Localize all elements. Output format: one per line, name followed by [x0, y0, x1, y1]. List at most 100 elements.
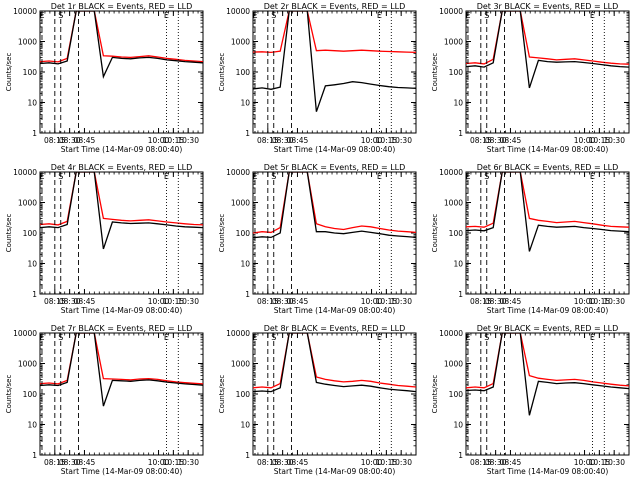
- chart-panel-6: Det 6r BLACK = Events, RED = LLD 1 10 100 10…: [431, 163, 630, 315]
- y-tick-label: 10000: [13, 168, 37, 177]
- marker-label: E: [252, 172, 257, 181]
- y-tick-label: 1: [458, 451, 463, 460]
- y-tick-label: 1000: [444, 38, 463, 47]
- x-tick-label: 10:00: [148, 458, 170, 467]
- x-tick-label: 08:30: [485, 458, 507, 467]
- chart-panel-3: Det 3r BLACK = Events, RED = LLD 1 10 100 10…: [431, 2, 630, 154]
- series-line-black: [466, 333, 629, 416]
- marker-label: E: [590, 11, 595, 20]
- chart-panel-4: Det 4r BLACK = Events, RED = LLD 1 10 100 10…: [5, 163, 204, 315]
- y-tick-label: 1000: [18, 38, 37, 47]
- y-tick-label: 100: [236, 229, 251, 238]
- series-line-red: [253, 11, 416, 54]
- chart-title: Det 9r BLACK = Events, RED = LLD: [477, 324, 619, 333]
- x-tick-label: 10:15: [376, 458, 398, 467]
- marker-label: S: [58, 333, 63, 342]
- y-tick-label: 10000: [13, 329, 37, 338]
- y-axis-label: Counts/sec: [431, 375, 439, 414]
- x-tick-label: 10:30: [603, 136, 625, 145]
- y-tick-label: 1000: [231, 38, 250, 47]
- x-tick-label: 10:30: [177, 458, 199, 467]
- chart-panel-8: Det 8r BLACK = Events, RED = LLD 1 10 100 10…: [218, 324, 417, 476]
- x-tick-label: 10:15: [589, 297, 611, 306]
- marker-label: E: [377, 172, 382, 181]
- marker-label: E: [377, 333, 382, 342]
- x-tick-label: 10:00: [361, 136, 383, 145]
- y-tick-label: 1: [32, 290, 37, 299]
- y-tick-label: 10000: [226, 168, 250, 177]
- x-tick-label: 08:15: [470, 136, 492, 145]
- x-tick-label: 08:30: [59, 297, 81, 306]
- x-axis-label: Start Time (14-Mar-09 08:00:40): [274, 145, 396, 154]
- chart-panel-5: Det 5r BLACK = Events, RED = LLD 1 10 100 10…: [218, 163, 417, 315]
- x-tick-label: 08:15: [257, 136, 279, 145]
- x-tick-label: 08:30: [272, 136, 294, 145]
- y-axis-label: Counts/sec: [218, 214, 226, 253]
- y-tick-label: 10: [453, 99, 463, 108]
- y-tick-label: 10: [240, 421, 250, 430]
- chart-title: Det 6r BLACK = Events, RED = LLD: [477, 163, 619, 172]
- series-line-red: [253, 172, 416, 234]
- x-tick-label: 10:00: [574, 136, 596, 145]
- y-tick-label: 10000: [13, 7, 37, 16]
- x-tick-label: 08:45: [74, 458, 96, 467]
- y-tick-label: 1000: [231, 199, 250, 208]
- series-line-black: [40, 333, 203, 407]
- y-tick-label: 100: [449, 229, 464, 238]
- x-tick-label: 10:00: [574, 458, 596, 467]
- marker-label: E: [590, 172, 595, 181]
- series-line-red: [40, 172, 203, 226]
- y-tick-label: 10000: [226, 7, 250, 16]
- y-tick-label: 1: [245, 290, 250, 299]
- series-line-black: [253, 333, 416, 393]
- marker-label: E: [377, 11, 382, 20]
- x-tick-label: 08:45: [287, 458, 309, 467]
- y-tick-label: 1: [245, 451, 250, 460]
- x-tick-label: 08:15: [257, 458, 279, 467]
- x-tick-label: 08:30: [485, 136, 507, 145]
- x-tick-label: 08:30: [485, 297, 507, 306]
- series-line-black: [253, 172, 416, 239]
- y-tick-label: 10: [27, 421, 37, 430]
- y-axis-label: Counts/sec: [5, 214, 13, 253]
- x-tick-label: 10:15: [163, 136, 185, 145]
- x-tick-label: 08:15: [44, 297, 66, 306]
- x-tick-label: 08:15: [257, 297, 279, 306]
- y-axis-label: Counts/sec: [431, 53, 439, 92]
- x-tick-label: 08:15: [470, 458, 492, 467]
- marker-label: S: [484, 172, 489, 181]
- x-tick-label: 08:30: [272, 297, 294, 306]
- marker-label: E: [252, 11, 257, 20]
- chart-title: Det 8r BLACK = Events, RED = LLD: [264, 324, 406, 333]
- marker-label: S: [271, 11, 276, 20]
- y-tick-label: 100: [449, 68, 464, 77]
- marker-label: E: [164, 11, 169, 20]
- x-tick-label: 08:45: [287, 297, 309, 306]
- chart-title: Det 3r BLACK = Events, RED = LLD: [477, 2, 619, 11]
- chart-title: Det 1r BLACK = Events, RED = LLD: [51, 2, 193, 11]
- marker-label: E: [252, 333, 257, 342]
- x-axis-label: Start Time (14-Mar-09 08:00:40): [274, 467, 396, 476]
- series-line-black: [253, 11, 416, 112]
- y-tick-label: 10: [27, 260, 37, 269]
- y-tick-label: 1000: [18, 360, 37, 369]
- y-tick-label: 1000: [444, 360, 463, 369]
- chart-panel-7: Det 7r BLACK = Events, RED = LLD 1 10 100 10…: [5, 324, 204, 476]
- x-tick-label: 10:00: [574, 297, 596, 306]
- y-tick-label: 100: [23, 229, 38, 238]
- y-tick-label: 10: [453, 421, 463, 430]
- chart-title: Det 5r BLACK = Events, RED = LLD: [264, 163, 406, 172]
- x-tick-label: 10:30: [390, 297, 412, 306]
- marker-label: S: [58, 172, 63, 181]
- x-tick-label: 08:45: [74, 297, 96, 306]
- x-axis-label: Start Time (14-Mar-09 08:00:40): [61, 306, 183, 315]
- x-tick-label: 08:15: [44, 458, 66, 467]
- chart-panel-1: Det 1r BLACK = Events, RED = LLD 1 10 100 10…: [5, 2, 204, 154]
- x-axis-label: Start Time (14-Mar-09 08:00:40): [487, 306, 609, 315]
- x-tick-label: 10:00: [148, 136, 170, 145]
- marker-label: E: [590, 333, 595, 342]
- x-tick-label: 08:45: [500, 136, 522, 145]
- chart-title: Det 2r BLACK = Events, RED = LLD: [264, 2, 406, 11]
- x-tick-label: 10:00: [361, 297, 383, 306]
